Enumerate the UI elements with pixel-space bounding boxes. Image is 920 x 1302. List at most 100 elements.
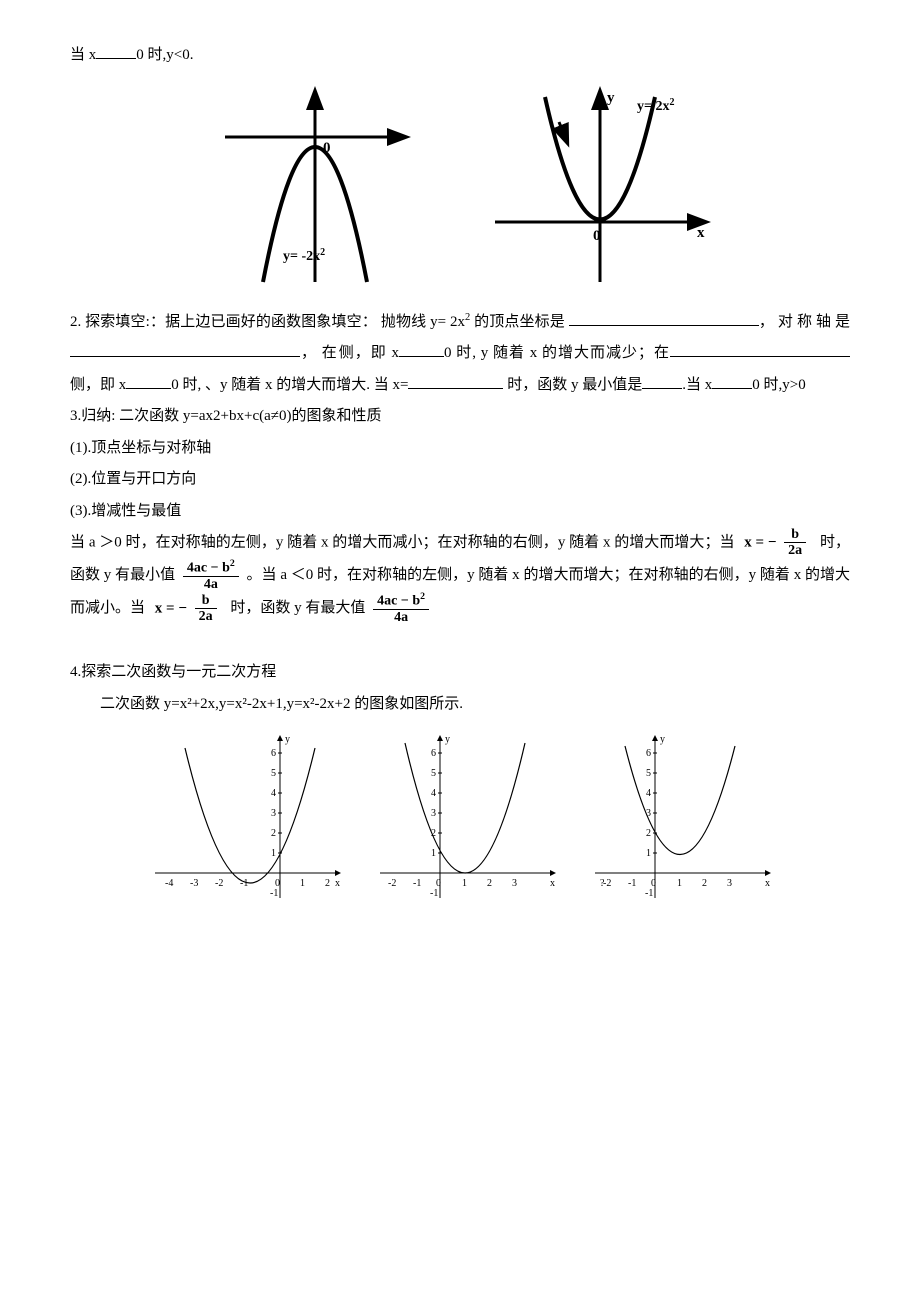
text: ， 在 [300, 345, 338, 361]
svg-text:3: 3 [512, 878, 517, 889]
frac-num: 4ac − b [377, 594, 420, 609]
text: 0 时, 、y 随着 x 的增大而增大. 当 x= [171, 377, 408, 393]
svg-text:x: x [335, 878, 340, 889]
frac-den: 4a [373, 610, 429, 625]
frac-den: 2a [784, 543, 806, 558]
figure-upward-parabola: y x 0 y= 2x2 [485, 82, 715, 292]
eq-x-vertex-2: x = − b2a [155, 593, 221, 625]
text: 2. 探索填空:：据上边已画好的函数图象填空： 抛物线 y= 2x [70, 314, 465, 330]
svg-text:2: 2 [325, 878, 330, 889]
svg-text:-1: -1 [413, 878, 421, 889]
svg-text:4: 4 [271, 788, 276, 799]
line1-prefix: 当 x [70, 47, 96, 63]
svg-text:2: 2 [271, 828, 276, 839]
curve-label-left: y= -2x2 [283, 246, 325, 264]
svg-text:-1: -1 [628, 878, 636, 889]
figure-row-2: yx 123456 -4-3-2-1012 -1 yx 123456 -2-10… [70, 728, 850, 903]
svg-text:5: 5 [646, 768, 651, 779]
blank [70, 341, 300, 357]
svg-text:1: 1 [646, 848, 651, 859]
svg-text:-2: -2 [603, 878, 611, 889]
svg-text:6: 6 [646, 748, 651, 759]
blank [569, 310, 759, 326]
svg-text:3: 3 [431, 808, 436, 819]
small-plot-3: yx 123456 ? -2-10123 -1 [585, 728, 775, 903]
sup: 2 [420, 591, 425, 602]
blank [96, 43, 136, 59]
item-2: 2. 探索填空:：据上边已画好的函数图象填空： 抛物线 y= 2x2 的顶点坐标… [70, 307, 850, 402]
svg-text:2: 2 [487, 878, 492, 889]
item-3-1: (1).顶点坐标与对称轴 [70, 433, 850, 465]
frac-num: b [784, 527, 806, 543]
svg-text:1: 1 [462, 878, 467, 889]
svg-text:y: y [285, 734, 290, 745]
svg-text:x: x [765, 878, 770, 889]
blank [126, 373, 171, 389]
eq-x-vertex-1: x = − b2a [744, 527, 810, 559]
item-3-title: 3.归纳: 二次函数 y=ax2+bx+c(a≠0)的图象和性质 [70, 401, 850, 433]
svg-text:-2: -2 [215, 878, 223, 889]
frac-num: 4ac − b [187, 561, 230, 576]
figure-downward-parabola: 0 y= -2x2 [205, 82, 425, 292]
y-axis-label: y [607, 90, 615, 106]
svg-text:y: y [660, 734, 665, 745]
svg-text:5: 5 [431, 768, 436, 779]
svg-text:1: 1 [677, 878, 682, 889]
line-1: 当 x 0 时,y<0. [70, 40, 850, 72]
svg-text:4: 4 [431, 788, 436, 799]
text: 时，函数 y 有最大值 [230, 600, 369, 616]
svg-text:5: 5 [271, 768, 276, 779]
svg-text:y: y [445, 734, 450, 745]
text: ， 对 称 轴 是 [759, 314, 850, 330]
svg-text:6: 6 [271, 748, 276, 759]
item-4-title: 4.探索二次函数与一元二次方程 [70, 657, 850, 689]
svg-text:4: 4 [646, 788, 651, 799]
small-plot-2: yx 123456 -2-10123 -1 [370, 728, 560, 903]
sup: 2 [230, 558, 235, 569]
svg-text:-1: -1 [645, 888, 653, 899]
item-3-3: (3).增减性与最值 [70, 496, 850, 528]
item-3-2: (2).位置与开口方向 [70, 464, 850, 496]
frac-den: 4a [183, 577, 239, 592]
svg-text:2: 2 [702, 878, 707, 889]
line1-suffix: 0 时,y<0. [136, 47, 193, 63]
svg-text:3: 3 [271, 808, 276, 819]
svg-text:-2: -2 [388, 878, 396, 889]
eq-max-value: 4ac − b2 4a [373, 592, 429, 625]
svg-text:x: x [550, 878, 555, 889]
origin-label-2: 0 [593, 228, 601, 244]
text: x = − [155, 600, 187, 616]
text: x = − [744, 534, 776, 550]
svg-text:-1: -1 [430, 888, 438, 899]
text: .当 x [682, 377, 712, 393]
text: 侧，即 x [338, 345, 399, 361]
text: 0 时,y>0 [752, 377, 805, 393]
blank [642, 373, 682, 389]
blank [712, 373, 752, 389]
svg-text:2: 2 [646, 828, 651, 839]
small-plot-1: yx 123456 -4-3-2-1012 -1 [145, 728, 345, 903]
blank [408, 373, 503, 389]
svg-text:-1: -1 [240, 878, 248, 889]
eq-min-value: 4ac − b2 4a [183, 559, 239, 592]
curve-label-right: y= 2x2 [637, 96, 674, 114]
item-3-body: 当 a ＞0 时，在对称轴的左侧，y 随着 x 的增大而减小；在对称轴的右侧，y… [70, 527, 850, 626]
svg-text:-4: -4 [165, 878, 173, 889]
text: 时，函数 y 最小值是 [503, 377, 642, 393]
blank [670, 341, 850, 357]
svg-text:6: 6 [431, 748, 436, 759]
svg-text:-3: -3 [190, 878, 198, 889]
text: 0 时, y 随着 x 的增大而减少；在 [444, 345, 670, 361]
origin-label: 0 [323, 140, 331, 156]
svg-text:1: 1 [271, 848, 276, 859]
x-axis-label: x [697, 225, 705, 241]
item-4-body: 二次函数 y=x²+2x,y=x²-2x+1,y=x²-2x+2 的图象如图所示… [70, 689, 850, 721]
svg-text:1: 1 [300, 878, 305, 889]
frac-den: 2a [195, 609, 217, 624]
blank [399, 341, 444, 357]
svg-text:1: 1 [431, 848, 436, 859]
svg-text:-1: -1 [270, 888, 278, 899]
text: 当 a ＞0 时，在对称轴的左侧，y 随着 x 的增大而减小；在对称轴的右侧，y… [70, 534, 738, 550]
frac-num: b [195, 593, 217, 609]
figure-row-1: 0 y= -2x2 y x 0 y= 2x2 [70, 82, 850, 292]
